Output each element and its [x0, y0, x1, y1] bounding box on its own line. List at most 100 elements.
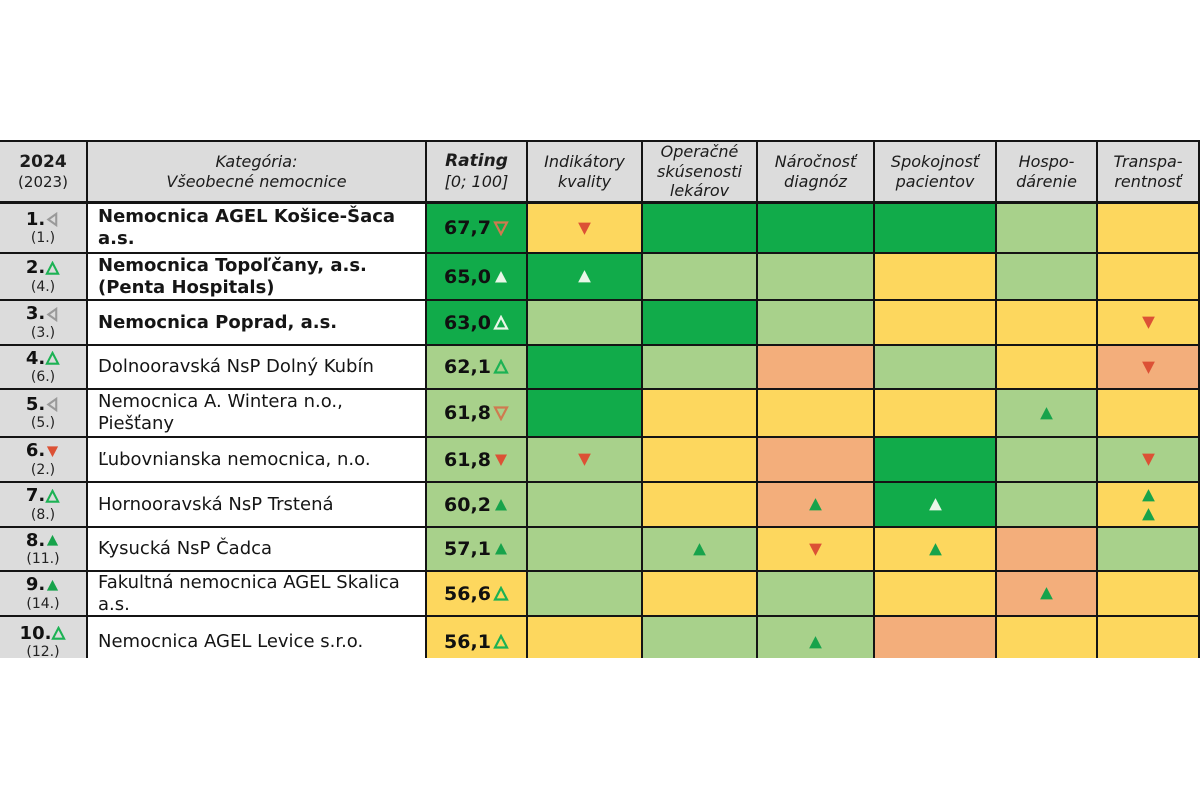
rank-cell: 2. (4.) [0, 254, 88, 301]
rank-number: 8. [25, 529, 46, 551]
rank-value: 7. [25, 485, 61, 507]
category-label-line2: Všeobecné nemocnice [166, 171, 347, 191]
criterion-cell [875, 204, 997, 254]
criterion-cell [1098, 483, 1200, 528]
criterion-header-1: Indikátory kvality [528, 140, 643, 204]
trend-icon-stack [1038, 405, 1055, 422]
criterion-cell [528, 617, 643, 658]
criterion-cell [875, 390, 997, 438]
previous-rank: (4.) [30, 278, 56, 295]
trend-icon-stack [1140, 314, 1157, 331]
criterion-cell [528, 346, 643, 390]
criterion-cell [643, 390, 758, 438]
criterion-cell [1098, 528, 1200, 572]
ranking-grid: 2024 (2023) Kategória: Všeobecné nemocni… [0, 140, 1200, 658]
rank-number: 6. [25, 440, 46, 462]
criterion-cell [758, 204, 875, 254]
criterion-cell [643, 528, 758, 572]
criterion-header-line: Náročnosť [774, 151, 857, 171]
criterion-cell [528, 204, 643, 254]
trend-icon-stack [807, 541, 824, 558]
triangle-up-icon [928, 498, 942, 511]
trend-icon-stack [1140, 487, 1157, 523]
criterion-header-line: pacientov [895, 171, 975, 191]
trend-icon-stack [576, 268, 593, 285]
triangle-up-icon [45, 488, 61, 503]
rating-value: 57,1 [444, 538, 491, 560]
criterion-header-line: Transpa- [1113, 151, 1183, 171]
criterion-cell [875, 528, 997, 572]
previous-rank: (12.) [26, 644, 60, 658]
criterion-cell [758, 572, 875, 617]
criterion-cell [875, 572, 997, 617]
rating-cell: 61,8 [427, 390, 528, 438]
criterion-cell [528, 528, 643, 572]
triangle-up-icon [493, 585, 509, 601]
rating-value: 61,8 [444, 402, 491, 424]
criterion-header-line: diagnóz [784, 171, 847, 191]
criterion-cell [758, 254, 875, 301]
criterion-header-line: skúsenosti [657, 161, 742, 181]
rating-value: 62,1 [444, 356, 491, 378]
triangle-up-icon [494, 498, 507, 510]
previous-rank: (3.) [30, 324, 56, 341]
rank-value: 3. [26, 303, 60, 325]
year-label: 2024 [19, 151, 67, 172]
previous-rank: (2.) [30, 461, 56, 478]
criterion-cell [1098, 204, 1200, 254]
rank-value: 6. [25, 440, 60, 462]
rating-label: Rating [445, 151, 508, 172]
hospital-name: Fakultná nemocnica AGEL Skalica a.s. [88, 572, 427, 617]
rank-cell: 1. (1.) [0, 204, 88, 254]
criterion-cell [997, 390, 1098, 438]
rating-column-header: Rating [0; 100] [427, 140, 528, 204]
criterion-cell [758, 301, 875, 346]
criterion-header-line: rentnosť [1114, 171, 1182, 191]
rank-number: 1. [25, 208, 46, 230]
triangle-down-icon [493, 221, 509, 236]
rank-cell: 6. (2.) [0, 438, 88, 483]
trend-icon-stack [1038, 585, 1055, 602]
trend-icon-stack [927, 541, 944, 558]
rank-number: 9. [25, 574, 46, 596]
triangle-up-icon [493, 314, 509, 330]
rank-number: 5. [25, 393, 46, 415]
criterion-cell [997, 301, 1098, 346]
criterion-header-line: Spokojnosť [890, 151, 980, 171]
triangle-down-icon [494, 454, 507, 466]
rank-value: 10. [20, 623, 67, 645]
rank-number: 4. [25, 347, 46, 369]
triangle-up-icon [1040, 587, 1053, 600]
rank-cell: 4. (6.) [0, 346, 88, 390]
previous-rank: (6.) [30, 369, 56, 386]
criterion-cell [758, 438, 875, 483]
previous-rank: (8.) [30, 506, 56, 523]
triangle-up-icon [45, 351, 61, 366]
rank-value: 8. [25, 529, 60, 552]
rating-value: 56,1 [444, 631, 491, 653]
criterion-cell [758, 390, 875, 438]
category-column-header: Kategória: Všeobecné nemocnice [88, 140, 427, 204]
criterion-cell [875, 346, 997, 390]
rating-cell: 63,0 [427, 301, 528, 346]
hospital-name: Ľubovnianska nemocnica, n.o. [88, 438, 427, 483]
criterion-cell [758, 617, 875, 658]
rank-cell: 3. (3.) [0, 301, 88, 346]
triangle-up-icon [928, 542, 942, 555]
rank-cell: 8. (11.) [0, 528, 88, 572]
rating-cell: 67,7 [427, 204, 528, 254]
criterion-header-line: Hospo- [1018, 151, 1075, 171]
triangle-up-icon [1141, 488, 1155, 501]
rank-number: 7. [25, 485, 46, 507]
rating-cell: 65,0 [427, 254, 528, 301]
rank-cell: 9. (14.) [0, 572, 88, 617]
triangle-up-icon [693, 542, 706, 555]
triangle-up-icon [47, 535, 59, 547]
hospital-name: Dolnooravská NsP Dolný Kubín [88, 346, 427, 390]
hospital-name: Hornooravská NsP Trstená [88, 483, 427, 528]
triangle-down-icon [1141, 453, 1155, 466]
criterion-cell [758, 346, 875, 390]
criterion-cell [528, 301, 643, 346]
triangle-down-icon [47, 446, 59, 458]
